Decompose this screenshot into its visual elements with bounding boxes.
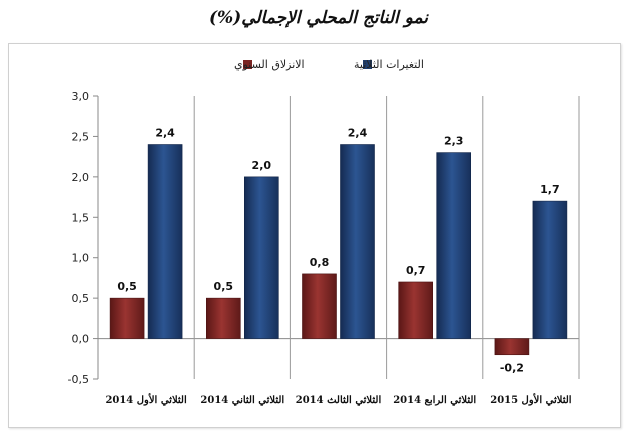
bar-series-1 — [494, 338, 530, 356]
category-label: الثلاثي الأول 2014 — [105, 394, 187, 406]
category-label: الثلاثي الثالث 2014 — [296, 395, 382, 406]
bar-series-1 — [109, 297, 145, 339]
bar-series-2 — [532, 200, 568, 339]
y-tick-label: 2,0 — [72, 171, 90, 184]
chart-frame: التغيرات الثلاثية الانزلاق السنوي -0,5 0,0… — [8, 43, 621, 428]
y-tick-label: 0,0 — [72, 333, 90, 346]
legend-swatch-series-1 — [243, 60, 252, 69]
data-label: 2,4 — [155, 127, 175, 140]
bar-series-2 — [244, 176, 279, 339]
bar-chart: التغيرات الثلاثية الانزلاق السنوي -0,5 0,0… — [68, 58, 580, 406]
category-label: الثلاثي الأول 2015 — [490, 394, 572, 406]
data-label: 2,4 — [348, 127, 368, 140]
data-label: 0,7 — [406, 264, 426, 277]
legend: التغيرات الثلاثية الانزلاق السنوي — [234, 58, 424, 71]
data-label: 0,5 — [117, 280, 137, 293]
y-tick-label: 1,0 — [72, 252, 90, 265]
category-label: الثلاثي الثاني 2014 — [200, 395, 284, 406]
category-label: الثلاثي الرابع 2014 — [393, 395, 476, 406]
bar-series-1 — [302, 273, 337, 339]
y-tick-label: 3,0 — [72, 90, 90, 103]
data-label: 2,0 — [252, 159, 272, 172]
y-tick-label: 0,5 — [72, 292, 90, 305]
y-tick-label: 2,5 — [72, 130, 90, 143]
data-label: 1,7 — [540, 183, 560, 196]
bar-series-1 — [206, 297, 241, 339]
data-label: 0,5 — [214, 280, 234, 293]
legend-label-series-1: الانزلاق السنوي — [234, 58, 305, 71]
bar-series-1 — [398, 281, 434, 339]
bar-series-2 — [340, 144, 375, 339]
bars — [109, 144, 568, 356]
data-label: -0,2 — [500, 362, 524, 375]
y-tick-label: 1,5 — [72, 211, 90, 224]
legend-swatch-series-2 — [363, 60, 372, 69]
chart-title: نمو الناتج المحلي الإجمالي(%) — [208, 8, 429, 28]
y-tick-label: -0,5 — [68, 373, 89, 386]
bar-series-2 — [147, 144, 183, 339]
data-labels: 0,5 0,5 0,8 0,7 -0,2 2,4 2,0 2,4 2,3 1,7 — [117, 127, 559, 375]
bar-series-2 — [436, 152, 472, 339]
axes: -0,5 0,0 0,5 1,0 1,5 2,0 2,5 3,0 الثلاثي الأول 2… — [68, 90, 580, 406]
data-label: 2,3 — [444, 135, 464, 148]
legend-label-series-2: التغيرات الثلاثية — [354, 58, 424, 71]
data-label: 0,8 — [310, 256, 330, 269]
